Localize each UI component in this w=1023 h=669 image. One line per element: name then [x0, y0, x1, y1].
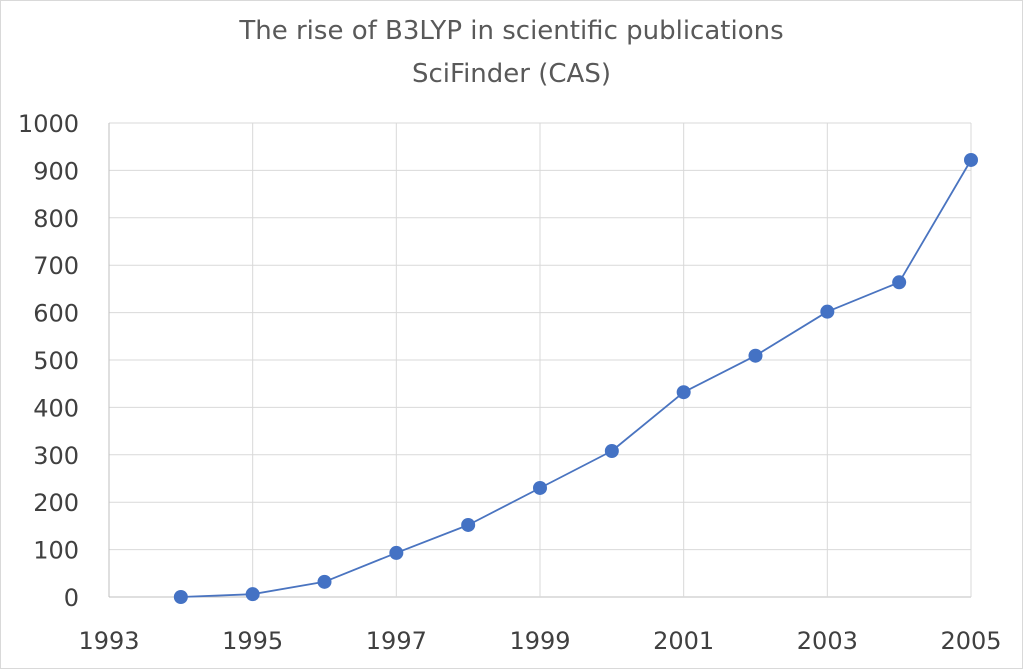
x-tick-label: 1997 [366, 627, 427, 655]
data-point [245, 587, 260, 602]
data-point [820, 304, 835, 319]
data-point [964, 152, 978, 167]
data-point [533, 480, 547, 495]
data-point [461, 517, 476, 532]
y-tick-label: 1000 [18, 110, 79, 138]
y-tick-label: 200 [33, 489, 79, 517]
data-point [317, 574, 332, 589]
data-point [748, 348, 763, 363]
y-tick-label: 100 [33, 537, 79, 565]
y-tick-label: 800 [33, 205, 79, 233]
data-point [604, 444, 619, 459]
y-tick-label: 900 [33, 157, 79, 185]
y-tick-label: 600 [33, 300, 79, 328]
x-tick-label: 2001 [653, 627, 714, 655]
x-tick-label: 1999 [509, 627, 570, 655]
y-tick-label: 0 [64, 584, 79, 612]
chart-title: The rise of B3LYP in scientific publicat… [239, 16, 784, 46]
x-tick-label: 1995 [222, 627, 283, 655]
data-point [892, 275, 907, 290]
series-line [180, 159, 972, 598]
data-point [389, 545, 404, 560]
y-tick-label: 700 [33, 252, 79, 280]
y-tick-label: 300 [33, 442, 79, 470]
data-point [676, 385, 691, 400]
data-point [173, 590, 188, 604]
x-tick-label: 2005 [940, 627, 1001, 655]
y-tick-label: 400 [33, 394, 79, 422]
chart-subtitle: SciFinder (CAS) [412, 59, 611, 89]
y-tick-label: 500 [33, 347, 79, 375]
x-tick-label: 1993 [78, 627, 139, 655]
x-tick-label: 2003 [797, 627, 858, 655]
